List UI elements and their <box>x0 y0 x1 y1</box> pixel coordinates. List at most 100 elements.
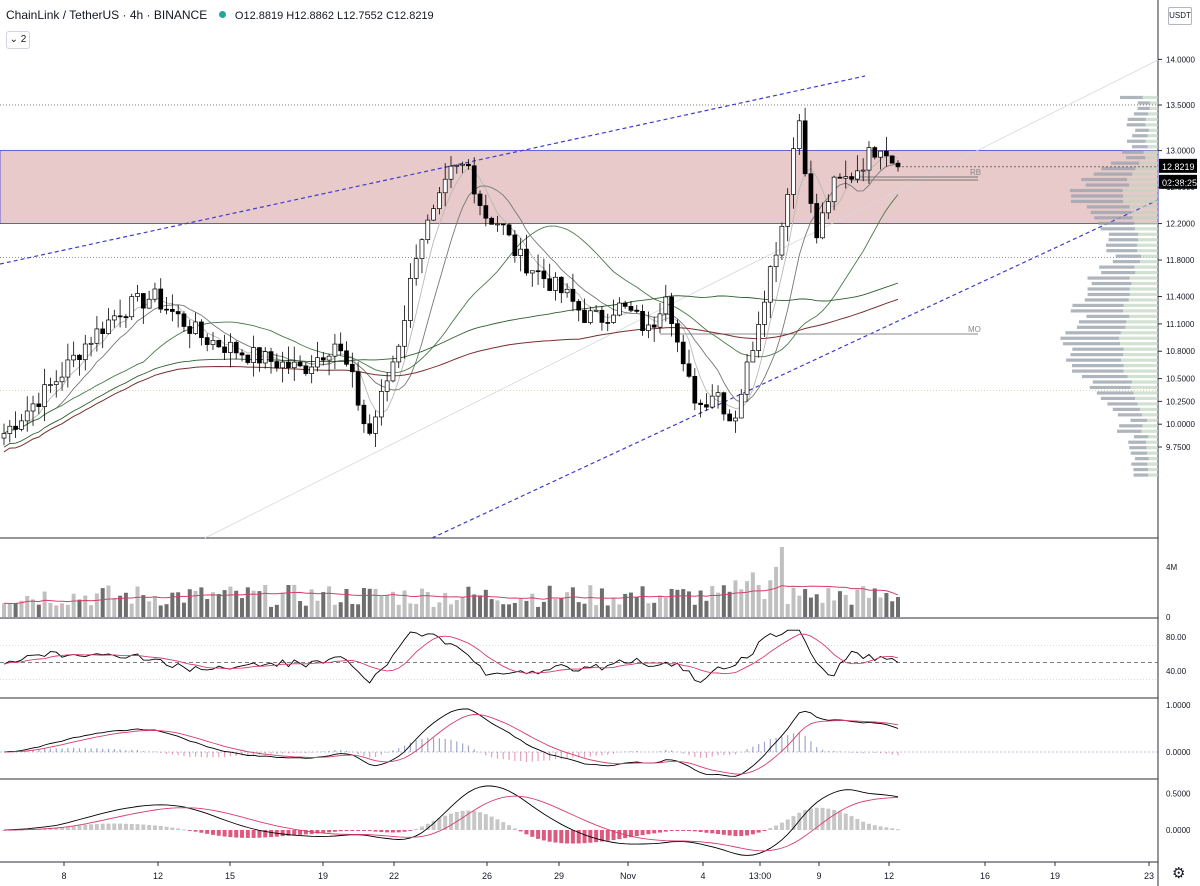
volume-bar <box>710 586 715 617</box>
volume-profile-bar-up <box>1120 331 1158 335</box>
candle <box>170 308 175 312</box>
time-tick-label: 4 <box>700 871 705 881</box>
volume-profile-bar <box>1101 167 1136 171</box>
volume-bar <box>785 603 790 617</box>
candle <box>315 357 320 368</box>
volume-profile-bar-up <box>1134 265 1158 269</box>
time-tick-label: 26 <box>482 871 492 881</box>
chart-header: ChainLink / TetherUS · 4h · BINANCE O12.… <box>6 8 434 22</box>
volume-profile-bar <box>1131 462 1148 466</box>
osc-histogram-bar <box>419 826 424 830</box>
candle <box>686 363 692 377</box>
volume-bar <box>872 588 877 617</box>
candle <box>878 150 883 158</box>
osc-histogram-bar <box>553 830 558 843</box>
volume-bar <box>768 580 773 617</box>
volume-bar <box>512 602 517 617</box>
candle <box>396 345 402 363</box>
osc-histogram-bar <box>414 828 419 830</box>
volume-bar <box>866 597 871 617</box>
volume-profile-bar-up <box>1148 112 1158 116</box>
candle <box>425 219 431 241</box>
osc-histogram-bar <box>321 830 326 833</box>
osc-histogram-bar <box>176 828 181 830</box>
osc-histogram-bar <box>280 830 285 837</box>
volume-bar <box>408 603 413 617</box>
time-tick-label: 8 <box>61 871 66 881</box>
osc-histogram-bar <box>158 826 163 830</box>
volume-bar <box>298 601 303 617</box>
volume-bar <box>663 597 668 617</box>
osc-histogram-bar <box>472 810 477 830</box>
volume-bar <box>222 590 227 617</box>
volume-bar <box>390 591 395 617</box>
candle <box>251 347 256 363</box>
osc-histogram-bar <box>356 830 361 831</box>
volume-bar <box>507 604 512 617</box>
volume-bar <box>373 588 378 617</box>
volume-profile-bar-up <box>1148 435 1158 439</box>
symbol-title[interactable]: ChainLink / TetherUS · 4h · BINANCE <box>6 8 208 22</box>
volume-profile-bar <box>1117 413 1142 417</box>
candle <box>175 311 181 315</box>
volume-profile-bar <box>1108 232 1139 236</box>
osc-histogram-bar <box>716 830 721 834</box>
candle <box>187 326 193 334</box>
candle <box>872 147 878 158</box>
volume-bar <box>855 589 860 617</box>
legend-toggle-button[interactable]: ⌄ 2 <box>6 31 30 49</box>
volume-bar <box>466 586 471 617</box>
osc-histogram-bar <box>681 830 686 831</box>
volume-profile-bar <box>1126 123 1146 127</box>
volume-profile-bar <box>1078 320 1127 324</box>
volume-bar <box>152 596 157 617</box>
volume-profile-bar-up <box>1137 249 1158 253</box>
volume-profile-bar <box>1127 117 1146 121</box>
time-tick-label: 16 <box>980 871 990 881</box>
price-tick-label: 12.6000 <box>1166 183 1195 192</box>
osc-histogram-bar <box>385 830 390 833</box>
osc-histogram-bar <box>489 816 494 830</box>
volume-bar <box>536 606 541 617</box>
volume-profile-bar <box>1084 298 1129 302</box>
candle <box>448 165 454 180</box>
gear-icon[interactable]: ⚙ <box>1172 865 1186 882</box>
candle <box>367 423 373 434</box>
candle <box>587 310 593 323</box>
volume-bar <box>100 588 105 617</box>
candle <box>117 315 123 318</box>
volume-bar <box>60 603 65 617</box>
candle <box>506 224 512 236</box>
volume-profile-bar <box>1070 199 1124 204</box>
candle <box>715 392 721 397</box>
candle <box>704 404 709 408</box>
osc-histogram-bar <box>251 830 256 838</box>
candle <box>889 155 895 164</box>
time-tick-label: 13:00 <box>749 871 772 881</box>
time-tick-label: 15 <box>225 871 235 881</box>
volume-bar <box>181 602 186 617</box>
volume-profile-bar <box>1072 347 1124 351</box>
volume-bar <box>419 588 424 617</box>
volume-bar <box>698 590 703 617</box>
candle <box>680 341 686 365</box>
currency-unit-button[interactable]: USDT <box>1168 7 1192 25</box>
candle <box>361 404 367 425</box>
volume-profile-bar <box>1106 249 1138 253</box>
volume-bar <box>7 603 12 617</box>
volume-profile-bar <box>1106 243 1138 247</box>
candle <box>669 296 674 325</box>
candle <box>338 343 344 352</box>
candle <box>808 173 814 204</box>
osc-histogram-bar <box>170 827 175 830</box>
volume-profile-bar <box>1135 457 1149 461</box>
volume-bar <box>245 587 250 617</box>
osc-histogram-bar <box>315 830 320 834</box>
volume-bar <box>849 604 854 617</box>
candle <box>860 169 866 172</box>
volume-profile-bar-up <box>1141 254 1158 258</box>
osc-histogram-bar <box>617 830 622 840</box>
volume-bar <box>48 603 53 617</box>
osc-histogram-bar <box>832 809 837 830</box>
